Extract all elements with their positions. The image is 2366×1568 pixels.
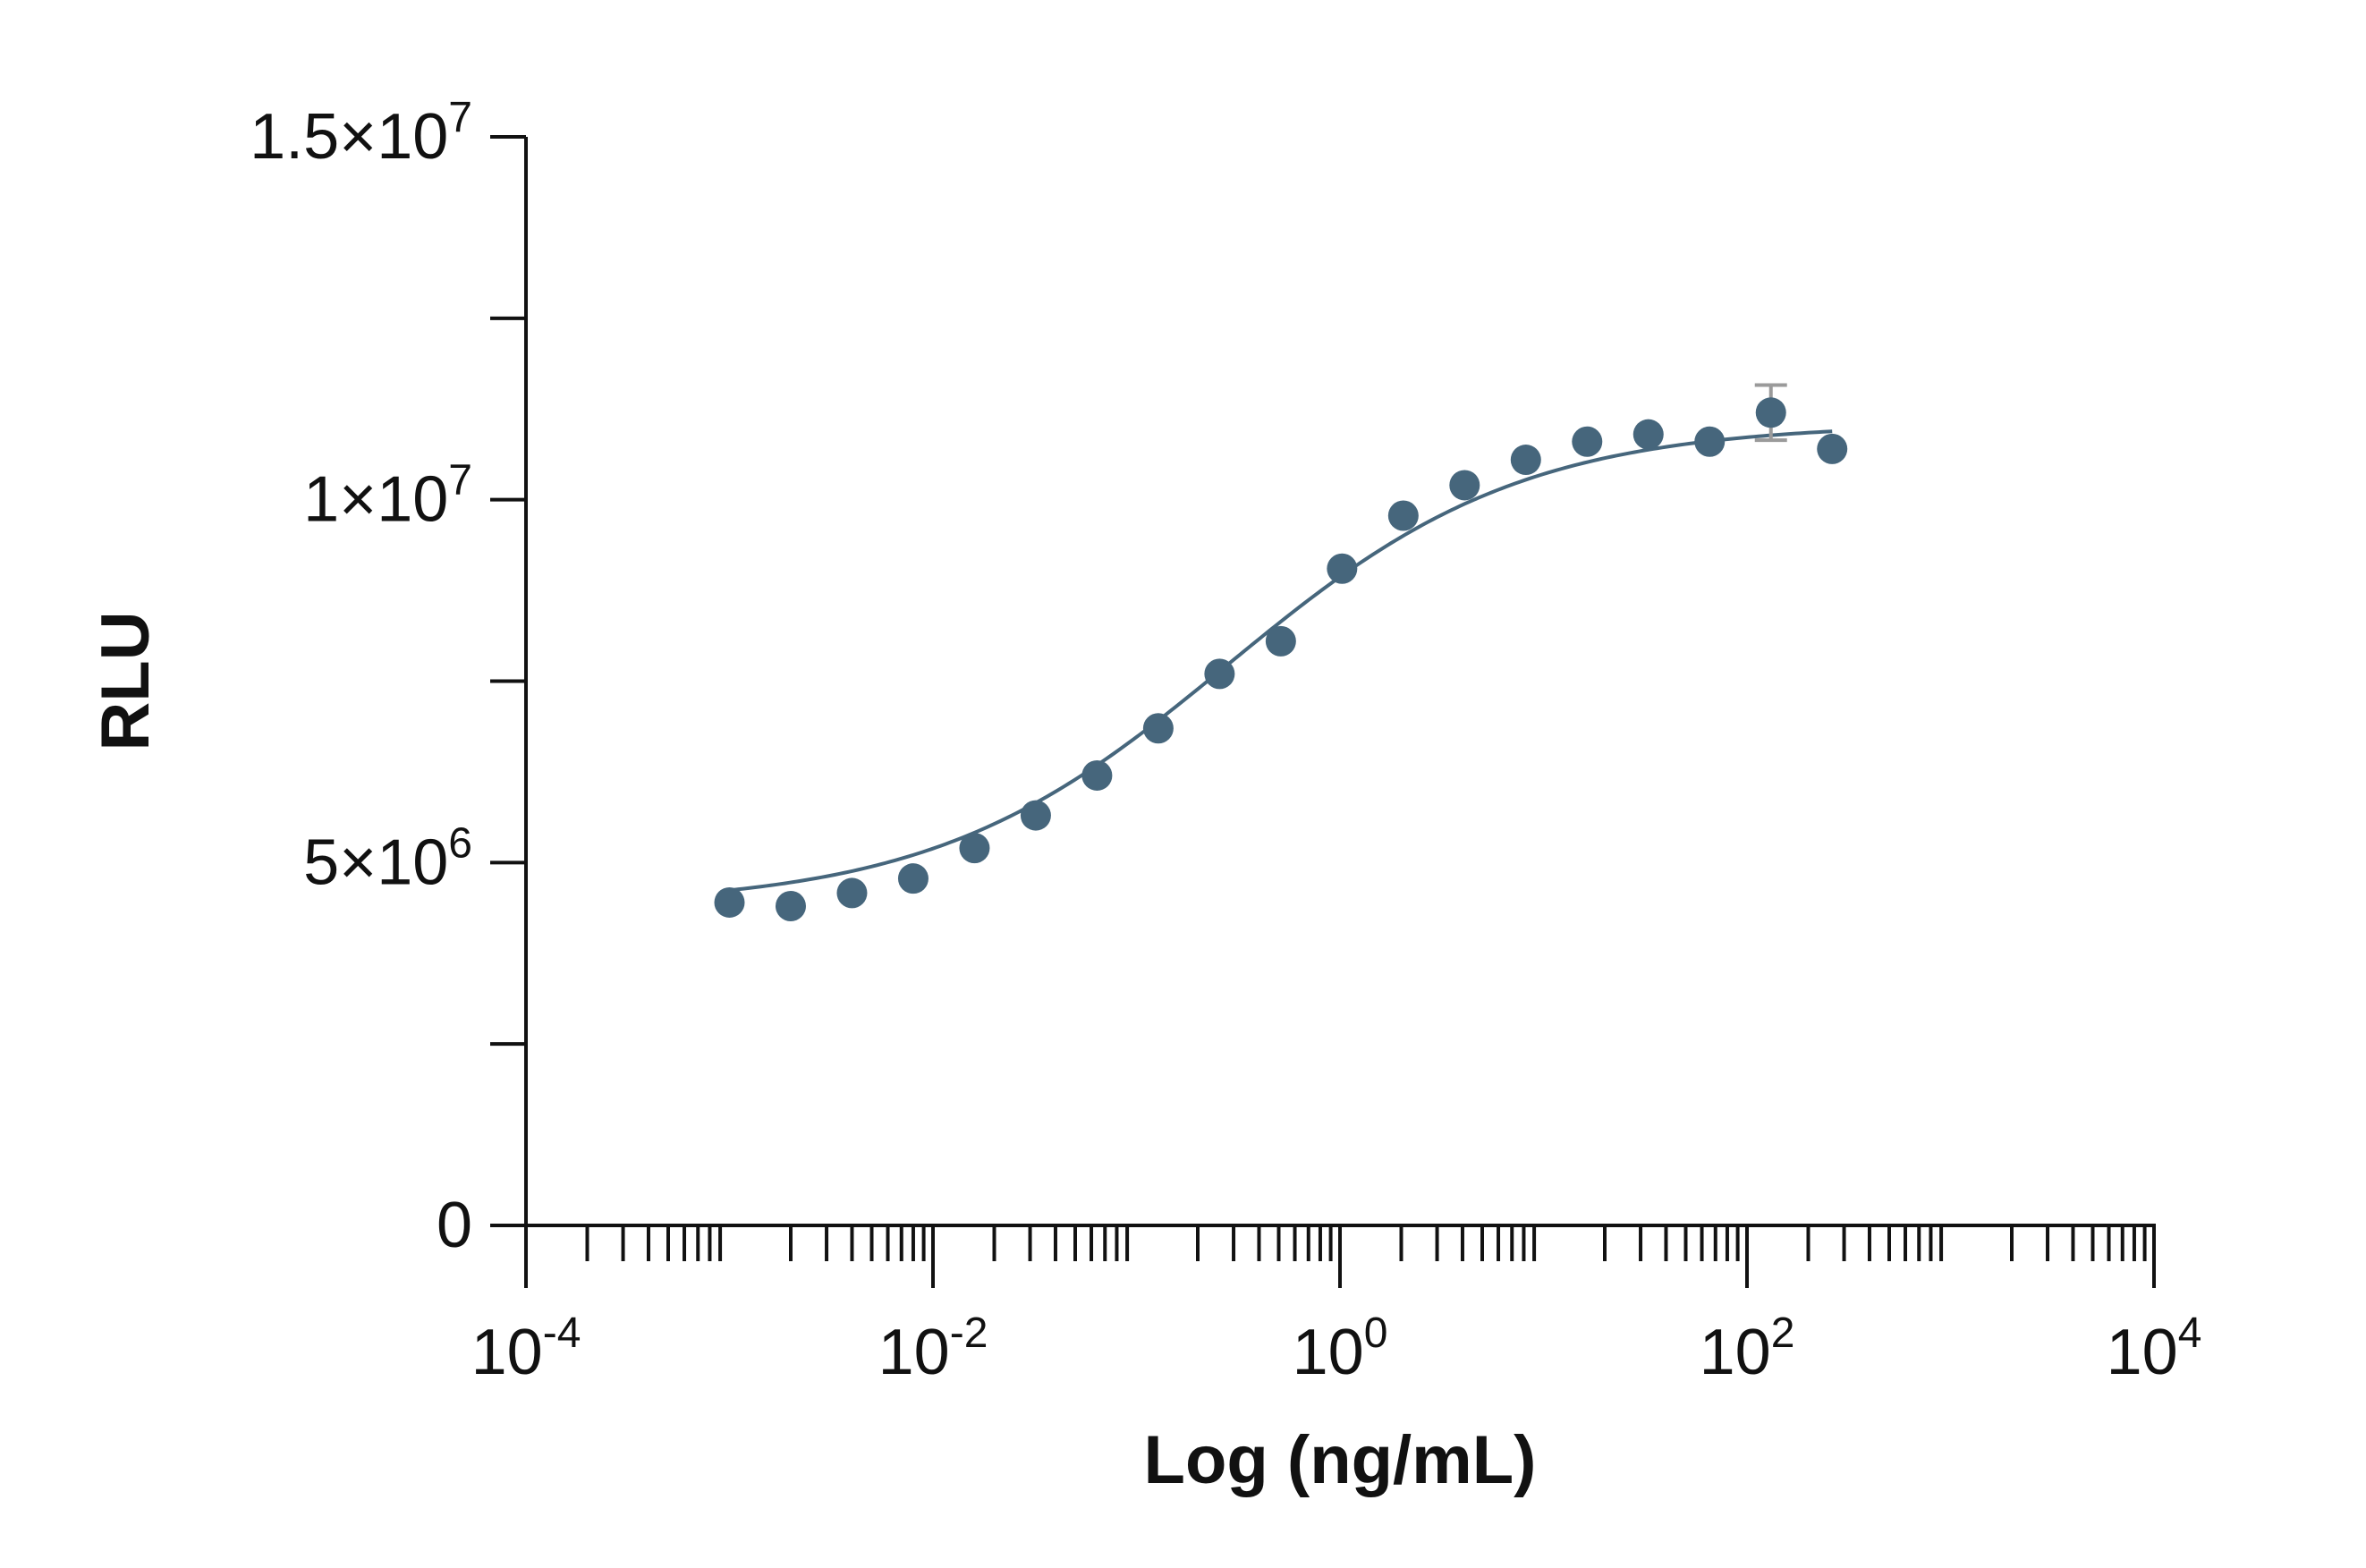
x-tick-label: 10-4 <box>471 1309 581 1388</box>
x-tick-label: 102 <box>1700 1309 1795 1388</box>
x-tick-label: 100 <box>1293 1309 1388 1388</box>
data-point <box>1817 433 1848 464</box>
data-point <box>1081 759 1113 791</box>
data-points-layer <box>714 397 1848 922</box>
x-tick-label: 10-2 <box>878 1309 988 1388</box>
data-point <box>1020 800 1051 831</box>
x-axis-ticks: 10-4 10-2 100 102 104 <box>471 1225 2202 1388</box>
data-point <box>1204 658 1235 690</box>
data-point <box>1387 500 1419 531</box>
data-point <box>1632 419 1664 450</box>
data-point <box>897 863 929 894</box>
data-point <box>714 886 745 918</box>
data-point <box>1327 553 1358 584</box>
y-tick-label: 0 <box>437 1190 472 1261</box>
data-point <box>1694 426 1726 457</box>
fit-curve-layer <box>729 429 1833 893</box>
data-point <box>836 877 868 909</box>
data-point <box>1755 397 1786 428</box>
data-point <box>1449 470 1480 501</box>
fit-curve <box>729 429 1833 893</box>
y-tick-label: 1×107 <box>303 457 472 536</box>
data-point <box>1572 426 1603 457</box>
data-point <box>1142 713 1174 744</box>
x-axis-title: Log (ng/mL) <box>1144 1422 1537 1498</box>
y-axis-ticks: 0 5×106 1×107 1.5×107 <box>250 94 526 1261</box>
axes <box>524 137 2156 1227</box>
data-point <box>1265 625 1296 657</box>
data-point <box>775 891 806 922</box>
x-tick-label: 104 <box>2107 1309 2202 1388</box>
data-point <box>959 833 990 864</box>
y-tick-label: 1.5×107 <box>250 94 472 173</box>
data-point <box>1510 445 1541 476</box>
y-axis-title: RLU <box>88 611 164 750</box>
y-tick-label: 5×106 <box>303 819 472 898</box>
